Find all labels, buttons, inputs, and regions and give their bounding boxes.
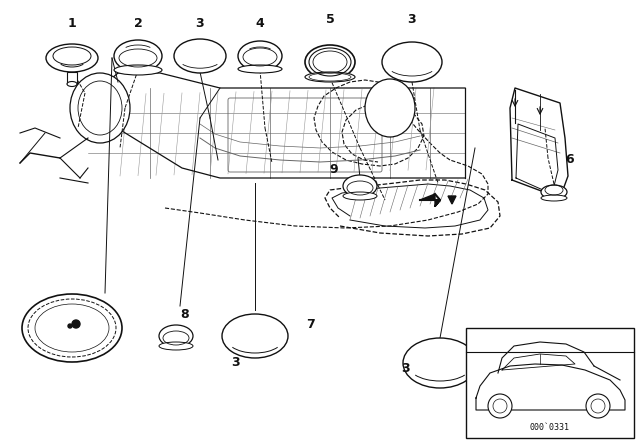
Text: 3: 3	[196, 17, 204, 30]
Ellipse shape	[222, 314, 288, 358]
Ellipse shape	[46, 44, 98, 72]
Text: 5: 5	[326, 13, 334, 26]
Ellipse shape	[305, 72, 355, 82]
Ellipse shape	[67, 82, 77, 86]
Polygon shape	[420, 194, 440, 206]
Circle shape	[488, 394, 512, 418]
Circle shape	[68, 324, 72, 328]
Text: 3: 3	[232, 356, 240, 369]
Text: 8: 8	[180, 308, 189, 321]
Ellipse shape	[70, 73, 130, 143]
Ellipse shape	[114, 65, 162, 75]
Bar	[466, 328, 634, 438]
Ellipse shape	[541, 195, 567, 201]
Text: 9: 9	[330, 163, 338, 176]
Text: 2: 2	[134, 17, 142, 30]
Text: 6: 6	[566, 153, 574, 166]
Ellipse shape	[238, 65, 282, 73]
Ellipse shape	[174, 39, 226, 73]
Text: 000`0331: 000`0331	[530, 423, 570, 432]
Ellipse shape	[541, 185, 567, 199]
Ellipse shape	[305, 45, 355, 79]
Text: 4: 4	[255, 17, 264, 30]
Circle shape	[72, 320, 80, 328]
Text: 7: 7	[306, 318, 315, 331]
Ellipse shape	[114, 40, 162, 72]
Bar	[67, 72, 77, 84]
Ellipse shape	[159, 325, 193, 347]
Circle shape	[586, 394, 610, 418]
Polygon shape	[448, 196, 456, 204]
Ellipse shape	[343, 175, 377, 197]
Ellipse shape	[365, 79, 415, 137]
Ellipse shape	[343, 192, 377, 200]
Ellipse shape	[382, 42, 442, 82]
Ellipse shape	[238, 41, 282, 71]
Ellipse shape	[403, 338, 477, 388]
Text: 3: 3	[408, 13, 416, 26]
Text: 1: 1	[68, 17, 76, 30]
Ellipse shape	[22, 294, 122, 362]
Ellipse shape	[159, 342, 193, 350]
Text: 3: 3	[401, 362, 410, 375]
